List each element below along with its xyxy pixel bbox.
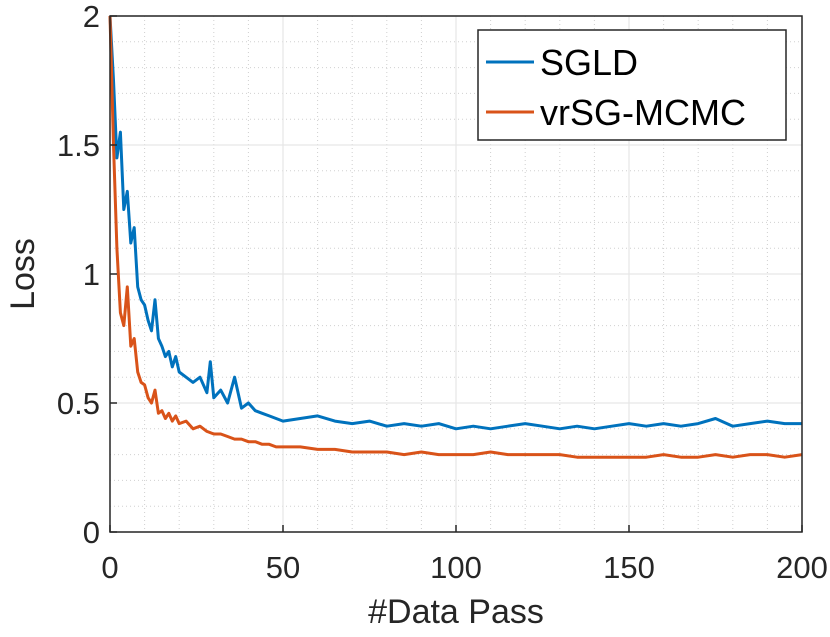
x-tick-label: 150 xyxy=(603,550,655,585)
legend: SGLD vrSG-MCMC xyxy=(477,29,787,141)
x-axis-label: #Data Pass xyxy=(368,593,544,631)
legend-label-sgld: SGLD xyxy=(540,42,638,83)
y-tick-label: 2 xyxy=(83,0,100,34)
y-tick-label: 0 xyxy=(83,515,100,550)
x-tick-label: 50 xyxy=(266,550,300,585)
y-axis-label: Loss xyxy=(4,238,42,310)
series-line-sgld xyxy=(108,15,802,431)
series-layer xyxy=(108,15,803,459)
legend-label-vrsg-mcmc: vrSG-MCMC xyxy=(540,92,746,133)
y-tick-label: 1.5 xyxy=(57,128,100,163)
x-tick-label: 200 xyxy=(776,550,828,585)
x-tick-label: 100 xyxy=(430,550,482,585)
y-tick-label: 0.5 xyxy=(57,386,100,421)
y-tick-label: 1 xyxy=(83,257,100,292)
legend-box xyxy=(477,29,787,141)
x-tick-label: 0 xyxy=(101,550,118,585)
series-line-vrsg-mcmc xyxy=(108,15,803,459)
ticks-layer: 0 50 100 150 200 0 0.5 1 1.5 2 xyxy=(57,0,828,585)
